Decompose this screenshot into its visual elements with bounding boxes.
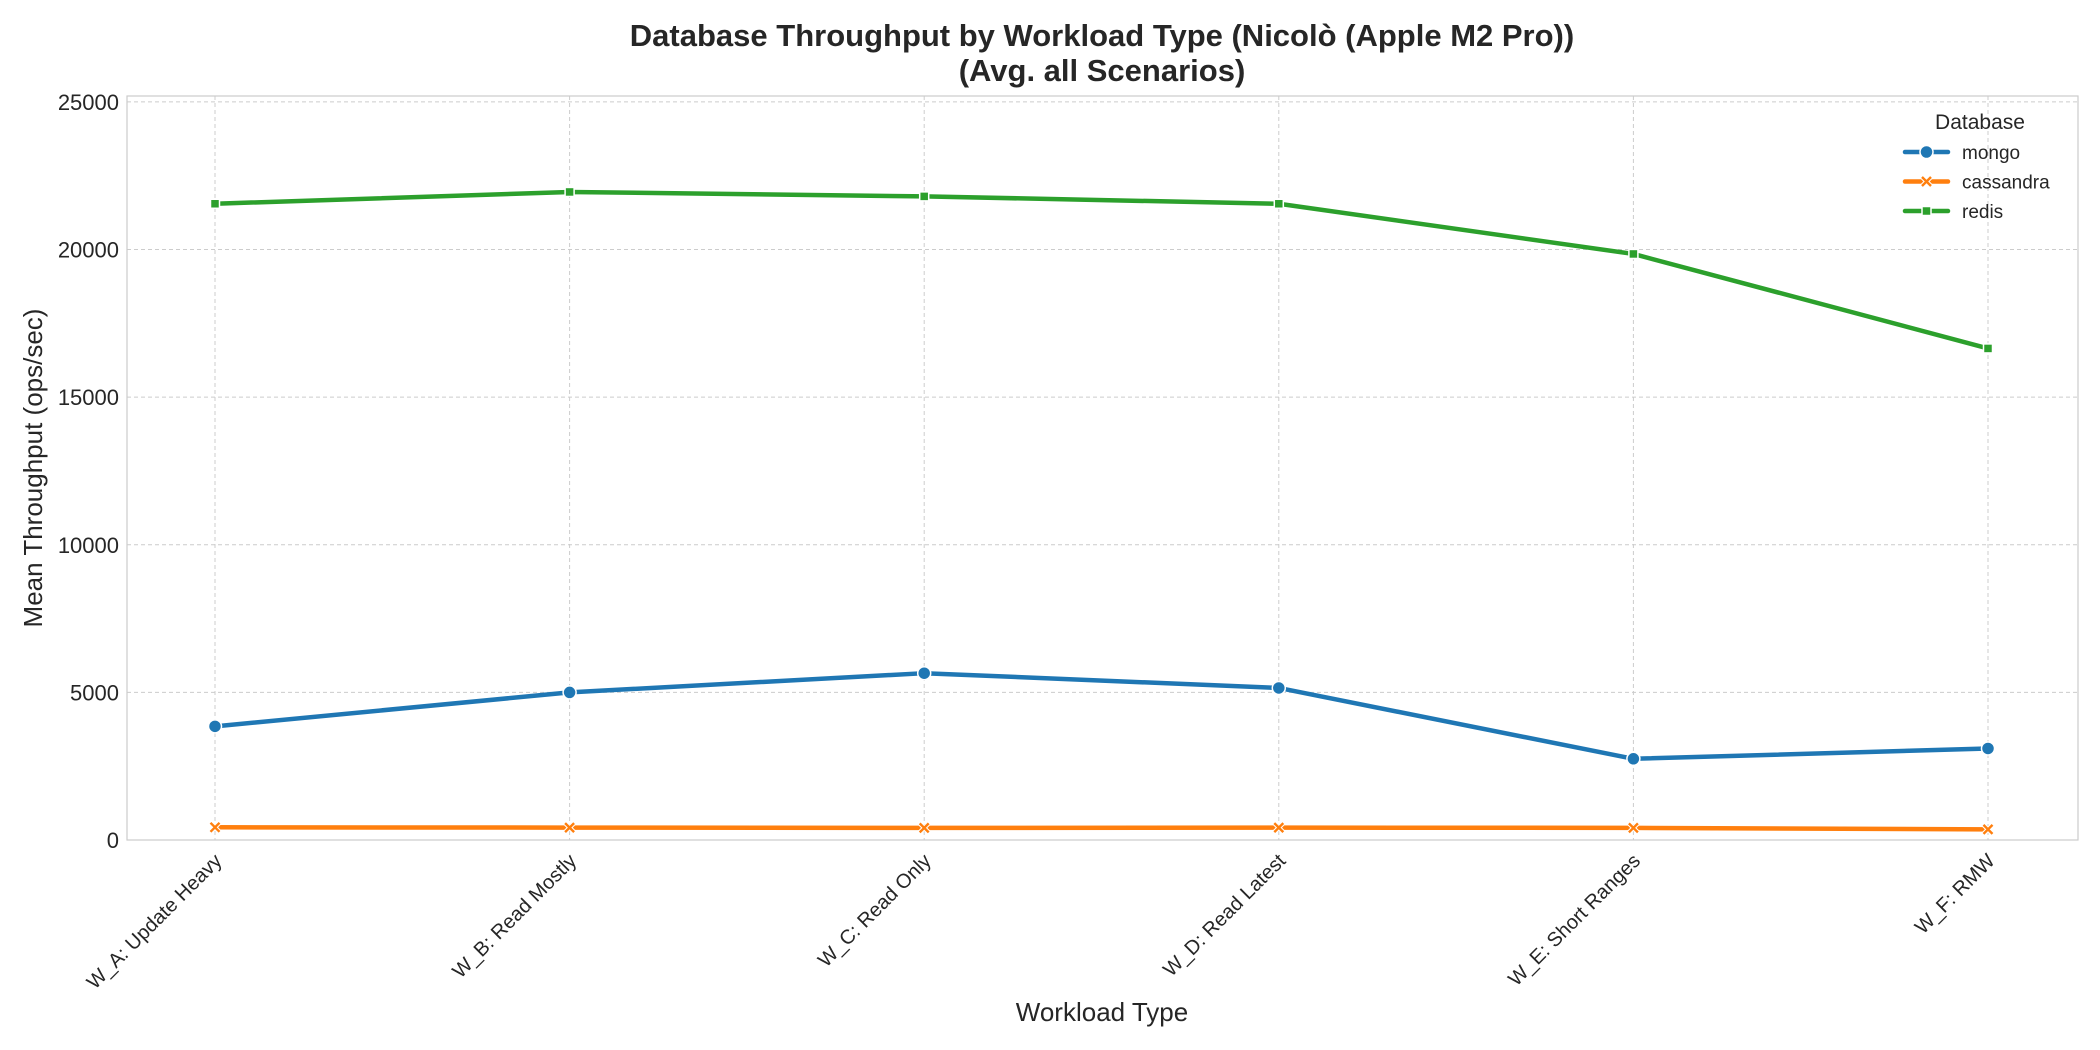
y-axis-label: Mean Throughput (ops/sec) [18, 309, 48, 628]
data-point [564, 186, 575, 198]
data-point [1273, 198, 1285, 210]
data-point [1626, 751, 1641, 767]
data-point [209, 198, 221, 210]
data-point [1980, 741, 1996, 756]
data-point [1272, 821, 1285, 834]
data-point [208, 821, 222, 834]
plot-area-frame [126, 95, 2079, 841]
x-tick-label: W_B: Read Mostly [448, 850, 581, 983]
series-line-cassandra [212, 825, 1991, 832]
data-point [1982, 343, 1994, 354]
y-tick-label: 10000 [58, 533, 119, 558]
legend-title: Database [1935, 111, 2025, 134]
data-point [1920, 175, 1933, 188]
y-tick-label: 25000 [58, 90, 119, 115]
data-point [207, 719, 223, 734]
legend-item-cassandra: cassandra [1902, 173, 2050, 194]
data-point [1628, 248, 1639, 260]
series-layer [207, 186, 1996, 836]
y-tick-label: 5000 [70, 680, 119, 705]
data-point [916, 665, 932, 681]
legend-label: redis [1962, 202, 2003, 223]
chart-title: Database Throughput by Workload Type (Ni… [630, 18, 1574, 53]
y-tick-label: 15000 [58, 385, 119, 410]
data-point [918, 821, 931, 834]
y-axis-ticks: 0 5000 10000 15000 20000 25000 [58, 90, 119, 853]
series-line-mongo [212, 670, 1991, 762]
series-mongo [207, 665, 1996, 767]
data-point [1921, 205, 1932, 217]
x-tick-label: W_C: Read Only [814, 850, 936, 972]
grid [127, 96, 2078, 841]
legend-item-mongo: mongo [1902, 143, 2020, 164]
data-point [1271, 680, 1287, 696]
series-cassandra [208, 821, 1995, 836]
y-tick-label: 0 [107, 828, 119, 853]
x-tick-label: W_F: RMW [1911, 850, 2000, 939]
legend: Database mongo cassandra redis [1902, 111, 2050, 223]
data-point [1919, 144, 1934, 160]
series-line-redis [212, 189, 1991, 351]
series-redis [209, 186, 1994, 354]
x-axis-ticks: W_A: Update Heavy W_B: Read Mostly W_C: Re… [83, 850, 2000, 994]
data-point [562, 685, 577, 700]
data-point [1981, 823, 1995, 836]
data-point [563, 821, 576, 834]
x-axis-label: Workload Type [1016, 997, 1188, 1027]
legend-label: mongo [1962, 143, 2020, 164]
legend-item-redis: redis [1902, 202, 2003, 223]
x-tick-label: W_A: Update Heavy [83, 850, 227, 994]
y-tick-label: 20000 [58, 238, 119, 263]
data-point [918, 191, 930, 202]
x-tick-label: W_D: Read Latest [1159, 850, 1290, 981]
chart-subtitle: (Avg. all Scenarios) [959, 53, 1246, 88]
data-point [1627, 821, 1640, 834]
x-tick-label: W_E: Short Ranges [1504, 850, 1645, 991]
legend-label: cassandra [1962, 173, 2050, 194]
